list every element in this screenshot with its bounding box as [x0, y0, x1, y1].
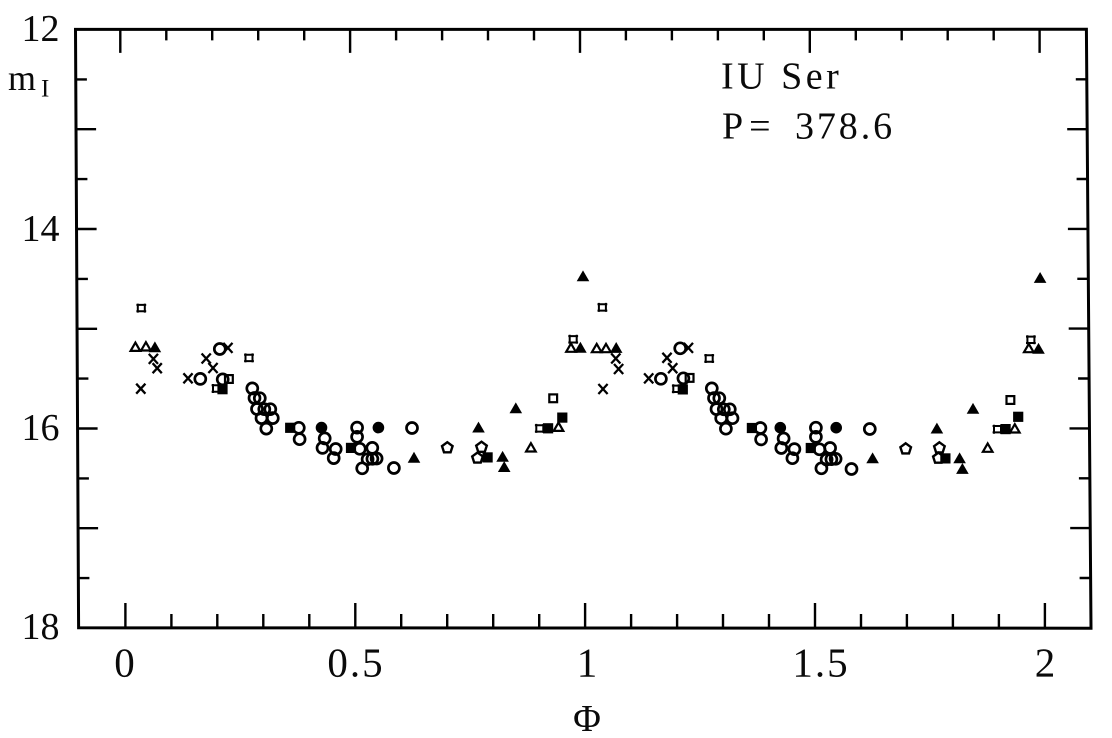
svg-text:16: 16 [22, 407, 60, 449]
svg-text:Φ: Φ [573, 698, 601, 738]
svg-text:0.5: 0.5 [327, 640, 384, 686]
svg-text:12: 12 [22, 8, 60, 50]
svg-text:14: 14 [22, 208, 60, 250]
svg-text:IU Ser: IU Ser [721, 56, 842, 98]
svg-text:m: m [8, 58, 36, 98]
svg-text:1: 1 [577, 640, 598, 686]
svg-text:1.5: 1.5 [792, 640, 849, 686]
svg-text:I: I [41, 76, 49, 103]
svg-text:0: 0 [114, 640, 135, 686]
svg-text:378.6: 378.6 [795, 106, 895, 148]
svg-text:18: 18 [22, 606, 60, 648]
svg-text:2: 2 [1035, 640, 1056, 686]
svg-text:P=: P= [722, 106, 777, 148]
